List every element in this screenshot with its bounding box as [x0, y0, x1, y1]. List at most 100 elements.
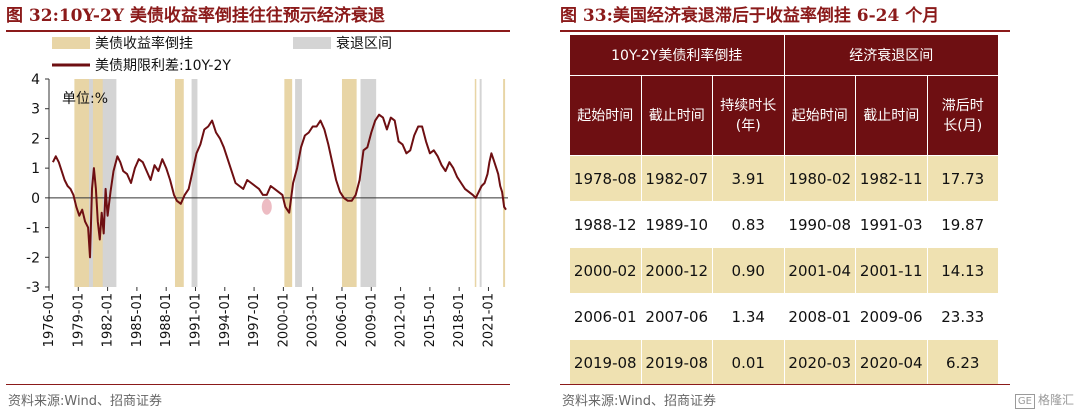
left-figure-title: 图 32:10Y-2Y 美债收益率倒挂往往预示经济衰退 [6, 6, 385, 26]
legend-inversion-swatch [52, 37, 90, 49]
column-header-line: 滞后时 [941, 97, 984, 114]
legend-recession-swatch [293, 37, 331, 49]
recession-band [191, 79, 198, 287]
legend-spread-label: 美债期限利差:10Y-2Y [95, 58, 231, 74]
table-cell: 1990-08 [783, 201, 856, 248]
table-cell: 2019-08 [640, 339, 713, 386]
table-cell: 2006-01 [569, 293, 642, 340]
x-tick-label: 1982-01 [101, 293, 116, 347]
table-cell: 3.91 [712, 155, 785, 202]
y-tick-label: 2 [31, 131, 40, 147]
x-tick-label: 1991-01 [188, 293, 203, 347]
right-figure-title: 图 33:美国经济衰退滞后于收益率倒挂 6-24 个月 [560, 6, 940, 26]
right-title-rule [560, 30, 1010, 32]
watermark: GE 格隆汇 [1014, 391, 1074, 409]
column-header-line: 起始时间 [577, 107, 634, 124]
column-header-line: 起始时间 [791, 107, 848, 124]
table-row: 1988-12 1989-10 0.83 1990-08 1991-03 19.87 [569, 201, 999, 248]
yield-spread-chart: -3 -2 -1 0 1 2 3 4 1976-01 1979-01 1982-01 1985-01 1… [26, 35, 508, 347]
x-tick-label: 1994-01 [218, 293, 233, 347]
unit-label: 单位:% [62, 91, 108, 107]
column-header-2: 持续时长 (年) [712, 75, 785, 156]
table-cell: 1982-07 [640, 155, 713, 202]
watermark-text: 格隆汇 [1037, 393, 1074, 407]
table-cell: 23.33 [926, 293, 999, 340]
x-tick-label: 2012-01 [394, 293, 409, 347]
x-tick-label: 2015-01 [423, 293, 438, 347]
table-row: 2000-02 2000-12 0.90 2001-04 2001-11 14.13 [569, 247, 999, 294]
column-header-line: 长(月) [943, 117, 983, 134]
inversion-band [474, 79, 477, 287]
table-cell: 1988-12 [569, 201, 642, 248]
table-cell: 14.13 [926, 247, 999, 294]
table-cell: 0.01 [712, 339, 785, 386]
y-tick-label: 4 [31, 72, 40, 88]
table-cell: 1.34 [712, 293, 785, 340]
x-tick-label: 2000-01 [276, 293, 291, 347]
column-header-1: 截止时间 [640, 75, 713, 156]
chart-bands [74, 79, 506, 287]
table-cell: 17.73 [926, 155, 999, 202]
table-cell: 2019-08 [569, 339, 642, 386]
column-header-5: 滞后时长(月) [926, 75, 999, 156]
x-tick-label: 2003-01 [306, 293, 321, 347]
recession-band [102, 79, 117, 287]
inversion-band [174, 79, 184, 287]
chart-line [52, 113, 507, 259]
right-source-rule [560, 384, 1010, 385]
left-title-rule [6, 30, 510, 32]
column-header-line: 持续时长 [720, 97, 777, 114]
x-tick-label: 2006-01 [335, 293, 350, 347]
y-tick-label: 0 [31, 191, 40, 207]
inversion-band [284, 79, 293, 287]
table-cell: 2008-01 [783, 293, 856, 340]
table-body: 1978-08 1982-07 3.91 1980-02 1982-11 17.73 198… [569, 155, 999, 386]
x-tick-label: 2018-01 [452, 293, 467, 347]
table-cell: 2001-11 [855, 247, 928, 294]
table-row: 1978-08 1982-07 3.91 1980-02 1982-11 17.73 [569, 155, 999, 202]
column-header-0: 起始时间 [569, 75, 642, 156]
column-header-line: (年) [735, 117, 761, 134]
table-cell: 1989-10 [640, 201, 713, 248]
table-cell: 1980-02 [783, 155, 856, 202]
table-cell: 2007-06 [640, 293, 713, 340]
column-header-line: 截止时间 [648, 107, 705, 124]
recession-band [360, 79, 377, 287]
table-cell: 2000-02 [569, 247, 642, 294]
table-cell: 2020-03 [783, 339, 856, 386]
x-tick-label: 1985-01 [130, 293, 145, 347]
recession-band [89, 79, 93, 287]
table-cell: 1991-03 [855, 201, 928, 248]
x-tick-label: 1997-01 [247, 293, 262, 347]
table-cell: 1982-11 [855, 155, 928, 202]
highlight-ellipse [261, 198, 272, 215]
table-cell: 2001-04 [783, 247, 856, 294]
inversion-band [341, 79, 357, 287]
x-tick-label: 2021-01 [481, 293, 496, 347]
legend-recession-label: 衰退区间 [336, 35, 392, 52]
y-tick-label: -3 [26, 280, 40, 296]
y-tick-label: -1 [26, 221, 40, 237]
right-source: 资料来源:Wind、招商证券 [562, 394, 717, 409]
left-source-rule [6, 384, 510, 385]
y-tick-label: 3 [31, 102, 40, 118]
table-cell: 2020-04 [855, 339, 928, 386]
legend-inversion-label: 美债收益率倒挂 [95, 35, 193, 52]
spread-series-line [52, 113, 507, 259]
table-cell: 6.23 [926, 339, 999, 386]
left-source: 资料来源:Wind、招商证券 [8, 394, 163, 409]
table-row: 2019-08 2019-08 0.01 2020-03 2020-04 6.23 [569, 339, 999, 386]
column-header-row: 起始时间 截止时间 持续时长 (年) 起始时间 截止时间 滞后时 长(月) [569, 75, 999, 156]
y-tick-label: 1 [31, 161, 40, 177]
table-cell: 2009-06 [855, 293, 928, 340]
table-cell: 1978-08 [569, 155, 642, 202]
table-row: 2006-01 2007-06 1.34 2008-01 2009-06 23.33 [569, 293, 999, 340]
recession-band [479, 79, 482, 287]
column-header-3: 起始时间 [783, 75, 856, 156]
table-cell: 0.83 [712, 201, 785, 248]
chart-axes: -3 -2 -1 0 1 2 3 4 1976-01 1979-01 1982-01 1985-01 1… [26, 72, 508, 347]
x-tick-label: 1979-01 [71, 293, 86, 347]
inversion-recession-table: 10Y-2Y美债利率倒挂 经济衰退区间 起始时间 截止时间 持续时长 (年) 起始时间截… [569, 34, 999, 386]
inversion-band [503, 79, 506, 287]
